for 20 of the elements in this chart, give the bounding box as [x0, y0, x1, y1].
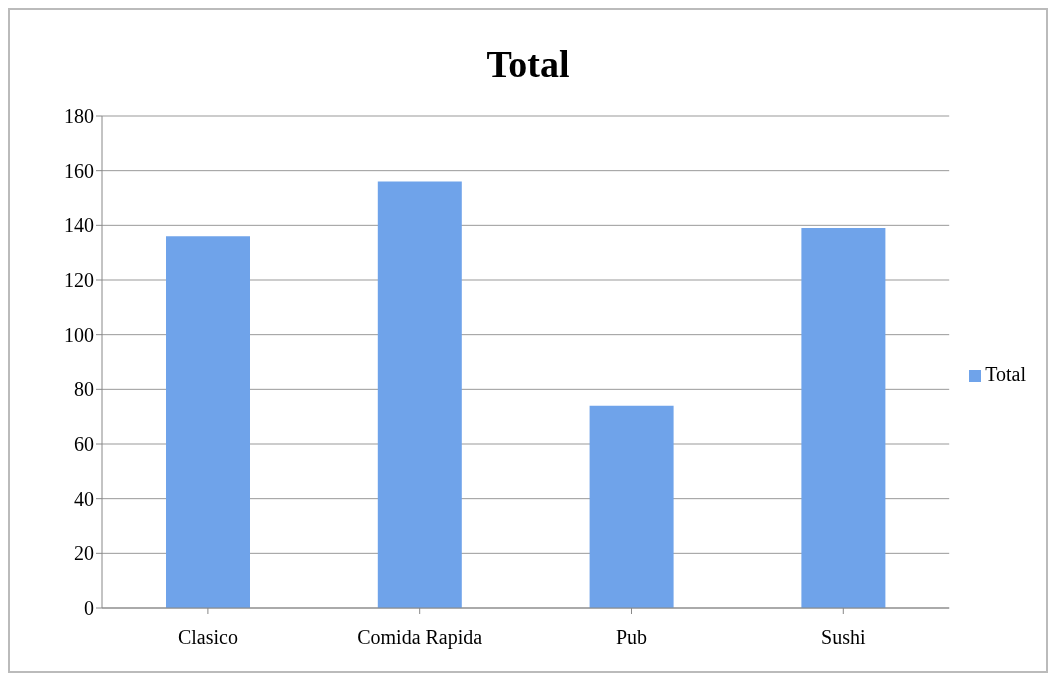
chart-title: Total [485, 42, 571, 85]
x-tick-label: Sushi [821, 626, 866, 649]
x-tick-label: Pub [615, 626, 648, 649]
y-tick-label: 80 [74, 378, 94, 401]
bar [801, 228, 886, 608]
bar [166, 236, 250, 608]
y-tick-label: 60 [74, 433, 94, 456]
legend-label: Total [985, 362, 1026, 385]
x-tick-label: Comida Rapida [357, 626, 483, 650]
y-tick-label: 160 [64, 159, 94, 182]
y-tick-label: 100 [64, 323, 94, 346]
y-tick-label: 180 [64, 105, 94, 128]
y-tick-label: 40 [74, 487, 94, 510]
bar [589, 405, 674, 608]
bar [377, 181, 462, 608]
y-tick-label: 20 [74, 542, 94, 565]
x-tick-label: Clasico [177, 626, 238, 649]
y-tick-label: 140 [64, 214, 94, 237]
y-tick-label: 120 [64, 269, 94, 292]
y-tick-label: 0 [84, 597, 94, 620]
